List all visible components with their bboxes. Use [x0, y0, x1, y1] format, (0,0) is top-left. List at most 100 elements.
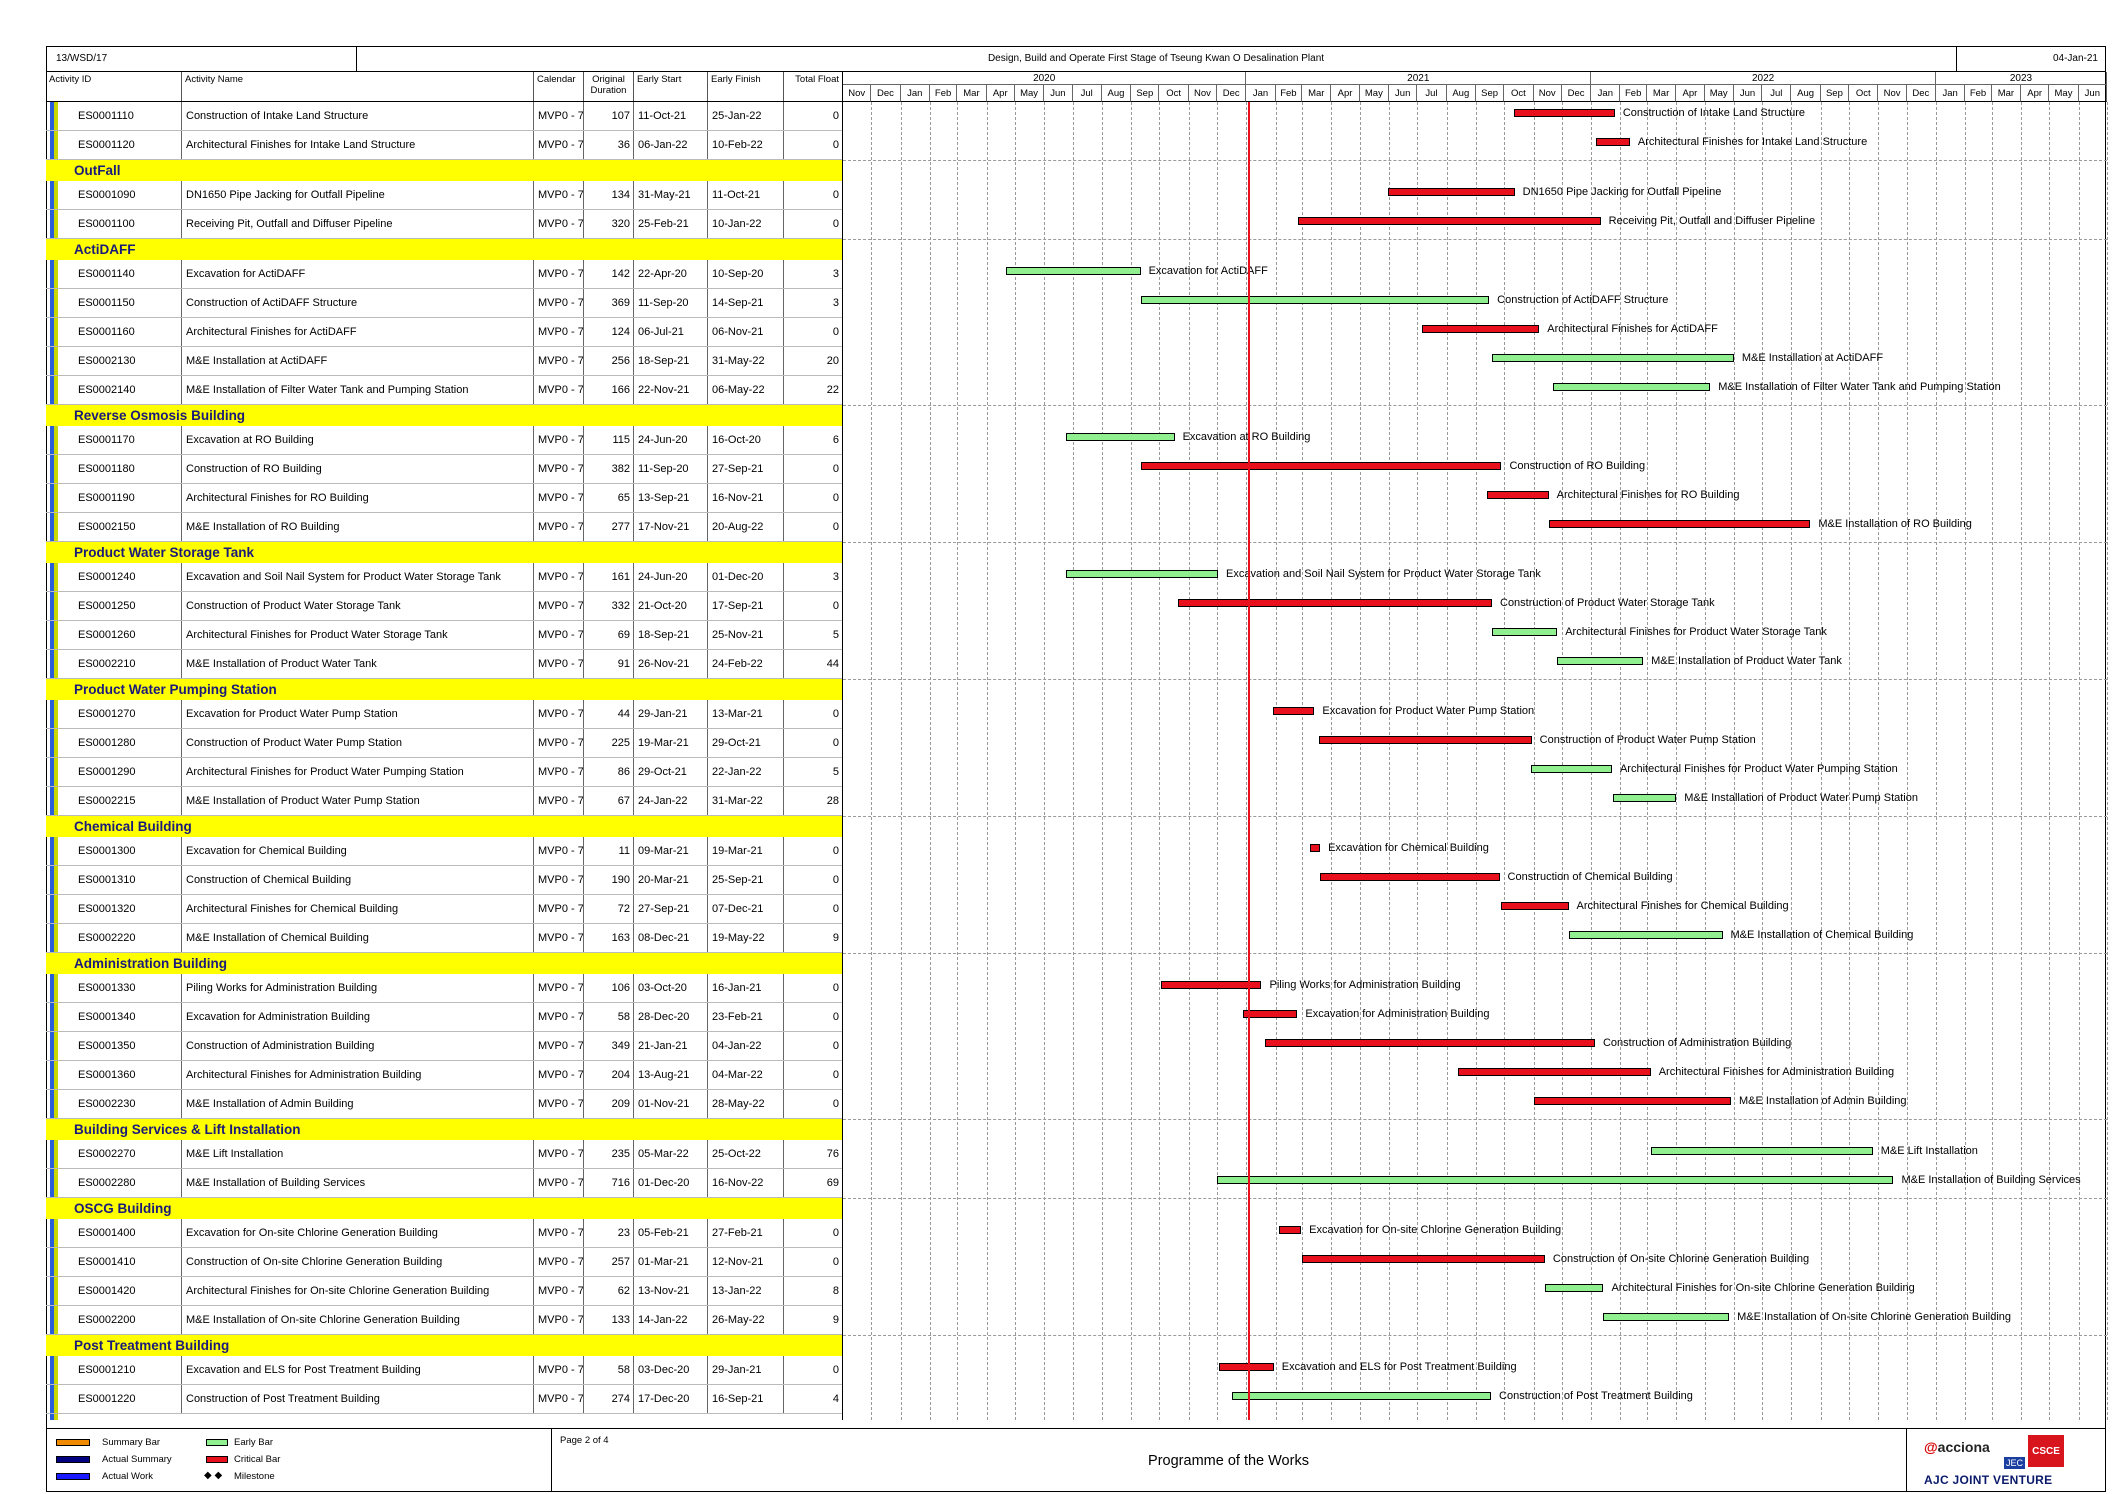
critical-bar[interactable] — [1513, 109, 1615, 117]
table-row[interactable]: ES0001250 Construction of Product Water S… — [46, 592, 842, 621]
table-row[interactable]: ES0001410 Construction of On-site Chlorin… — [46, 1248, 842, 1277]
table-row[interactable]: ES0001090 DN1650 Pipe Jacking for Outfall… — [46, 181, 842, 210]
early-bar[interactable] — [1557, 657, 1644, 665]
table-row[interactable]: ES0001140 Excavation for ActiDAFF MVP0 - 7… — [46, 260, 842, 289]
bar-label: M&E Installation of Filter Water Tank an… — [1718, 381, 2001, 393]
group-header[interactable]: OutFall — [46, 160, 842, 181]
table-row[interactable]: ES0001280 Construction of Product Water P… — [46, 729, 842, 758]
table-row[interactable]: ES0002230 M&E Installation of Admin Build… — [46, 1090, 842, 1119]
table-row[interactable]: ES0002270 M&E Lift Installation MVP0 - 7 23… — [46, 1140, 842, 1169]
critical-bar[interactable] — [1279, 1226, 1302, 1234]
critical-bar[interactable] — [1457, 1068, 1651, 1076]
group-header[interactable]: Product Water Pumping Station — [46, 679, 842, 700]
col-total-float[interactable]: Total Float — [795, 74, 839, 85]
critical-bar[interactable] — [1178, 599, 1492, 607]
critical-bar[interactable] — [1595, 138, 1630, 146]
early-bar[interactable] — [1006, 267, 1141, 275]
critical-bar[interactable] — [1302, 1255, 1545, 1263]
table-row[interactable]: ES0001120 Architectural Finishes for Inta… — [46, 131, 842, 160]
group-header[interactable]: ActiDAFF — [46, 239, 842, 260]
month-gridline — [1275, 102, 1277, 1420]
early-bar[interactable] — [1544, 1284, 1604, 1292]
early-bar[interactable] — [1650, 1147, 1873, 1155]
early-bar[interactable] — [1612, 794, 1677, 802]
critical-bar[interactable] — [1500, 902, 1569, 910]
group-header[interactable]: Post Treatment Building — [46, 1335, 842, 1356]
table-row[interactable]: ES0001100 Receiving Pit, Outfall and Diff… — [46, 210, 842, 239]
col-activity-id[interactable]: Activity ID — [46, 72, 182, 101]
activity-name: Architectural Finishes for On-site Chlor… — [182, 1277, 534, 1305]
group-header[interactable]: Reverse Osmosis Building — [46, 405, 842, 426]
table-row[interactable]: ES0001310 Construction of Chemical Buildi… — [46, 866, 842, 895]
col-activity-name[interactable]: Activity Name — [182, 72, 534, 101]
col-calendar[interactable]: Calendar — [534, 72, 584, 101]
table-row[interactable]: ES0001220 Construction of Post Treatment … — [46, 1385, 842, 1414]
critical-bar[interactable] — [1309, 844, 1321, 852]
table-row[interactable]: ES0002220 M&E Installation of Chemical Bu… — [46, 924, 842, 953]
table-row[interactable]: ES0001210 Excavation and ELS for Post Tre… — [46, 1356, 842, 1385]
table-row[interactable]: ES0002140 M&E Installation of Filter Wate… — [46, 376, 842, 405]
critical-bar[interactable] — [1140, 462, 1502, 470]
critical-bar[interactable] — [1533, 1097, 1731, 1105]
col-early-finish[interactable]: Early Finish — [708, 72, 784, 101]
early-bar[interactable] — [1232, 1392, 1492, 1400]
col-early-start[interactable]: Early Start — [634, 72, 708, 101]
early-finish: 16-Sep-21 — [708, 1385, 784, 1413]
table-row[interactable]: ES0001190 Architectural Finishes for RO B… — [46, 484, 842, 513]
table-row[interactable]: ES0001420 Architectural Finishes for On-s… — [46, 1277, 842, 1306]
table-row[interactable]: ES0001110 Construction of Intake Land Str… — [46, 102, 842, 131]
early-bar[interactable] — [1492, 628, 1558, 636]
group-header[interactable]: OSCG Building — [46, 1198, 842, 1219]
activity-name: Architectural Finishes for Intake Land S… — [182, 131, 534, 159]
group-header[interactable]: Building Services & Lift Installation — [46, 1119, 842, 1140]
table-row[interactable]: ES0002280 M&E Installation of Building Se… — [46, 1169, 842, 1198]
table-row[interactable]: ES0001240 Excavation and Soil Nail System… — [46, 563, 842, 592]
table-row[interactable]: ES0001320 Architectural Finishes for Chem… — [46, 895, 842, 924]
early-bar[interactable] — [1140, 296, 1490, 304]
critical-bar[interactable] — [1161, 981, 1262, 989]
total-float: 0 — [832, 521, 839, 533]
critical-bar[interactable] — [1388, 188, 1515, 196]
early-bar[interactable] — [1603, 1313, 1730, 1321]
table-row[interactable]: ES0002150 M&E Installation of RO Building… — [46, 513, 842, 542]
critical-bar[interactable] — [1548, 520, 1811, 528]
group-header[interactable]: Chemical Building — [46, 816, 842, 837]
table-row[interactable]: ES0001180 Construction of RO Building MVP0… — [46, 455, 842, 484]
critical-bar[interactable] — [1218, 1363, 1274, 1371]
early-bar[interactable] — [1530, 765, 1612, 773]
table-row[interactable]: ES0001300 Excavation for Chemical Buildin… — [46, 837, 842, 866]
early-bar[interactable] — [1568, 931, 1723, 939]
early-bar[interactable] — [1217, 1176, 1894, 1184]
critical-bar[interactable] — [1487, 491, 1549, 499]
table-row[interactable]: ES0001150 Construction of ActiDAFF Struct… — [46, 289, 842, 318]
table-row[interactable]: ES0001170 Excavation at RO Building MVP0 -… — [46, 426, 842, 455]
group-header[interactable]: Administration Building — [46, 953, 842, 974]
critical-bar[interactable] — [1319, 736, 1532, 744]
table-row[interactable]: ES0001160 Architectural Finishes for Acti… — [46, 318, 842, 347]
critical-bar[interactable] — [1265, 1039, 1595, 1047]
table-row[interactable]: ES0001340 Excavation for Administration B… — [46, 1003, 842, 1032]
critical-bar[interactable] — [1422, 325, 1540, 333]
critical-bar[interactable] — [1242, 1010, 1298, 1018]
col-duration[interactable]: Original Duration — [584, 72, 634, 101]
table-row[interactable]: ES0001270 Excavation for Product Water Pu… — [46, 700, 842, 729]
table-row[interactable]: ES0002130 M&E Installation at ActiDAFF MVP… — [46, 347, 842, 376]
early-bar[interactable] — [1065, 433, 1175, 441]
critical-bar[interactable] — [1320, 873, 1500, 881]
early-bar[interactable] — [1065, 570, 1219, 578]
table-row[interactable]: ES0001290 Architectural Finishes for Prod… — [46, 758, 842, 787]
table-row[interactable]: ES0002210 M&E Installation of Product Wat… — [46, 650, 842, 679]
table-row[interactable]: ES0001400 Excavation for On-site Chlorine… — [46, 1219, 842, 1248]
table-row[interactable]: ES0002215 M&E Installation of Product Wat… — [46, 787, 842, 816]
table-row[interactable]: ES0001360 Architectural Finishes for Admi… — [46, 1061, 842, 1090]
table-row[interactable]: ES0002200 M&E Installation of On-site Chl… — [46, 1306, 842, 1335]
table-row[interactable]: ES0001260 Architectural Finishes for Prod… — [46, 621, 842, 650]
group-header[interactable]: Product Water Storage Tank — [46, 542, 842, 563]
critical-bar[interactable] — [1298, 217, 1601, 225]
early-bar[interactable] — [1553, 383, 1711, 391]
critical-bar[interactable] — [1272, 707, 1315, 715]
total-float: 0 — [832, 1011, 839, 1023]
table-row[interactable]: ES0001350 Construction of Administration … — [46, 1032, 842, 1061]
early-bar[interactable] — [1492, 354, 1734, 362]
table-row[interactable]: ES0001330 Piling Works for Administration… — [46, 974, 842, 1003]
